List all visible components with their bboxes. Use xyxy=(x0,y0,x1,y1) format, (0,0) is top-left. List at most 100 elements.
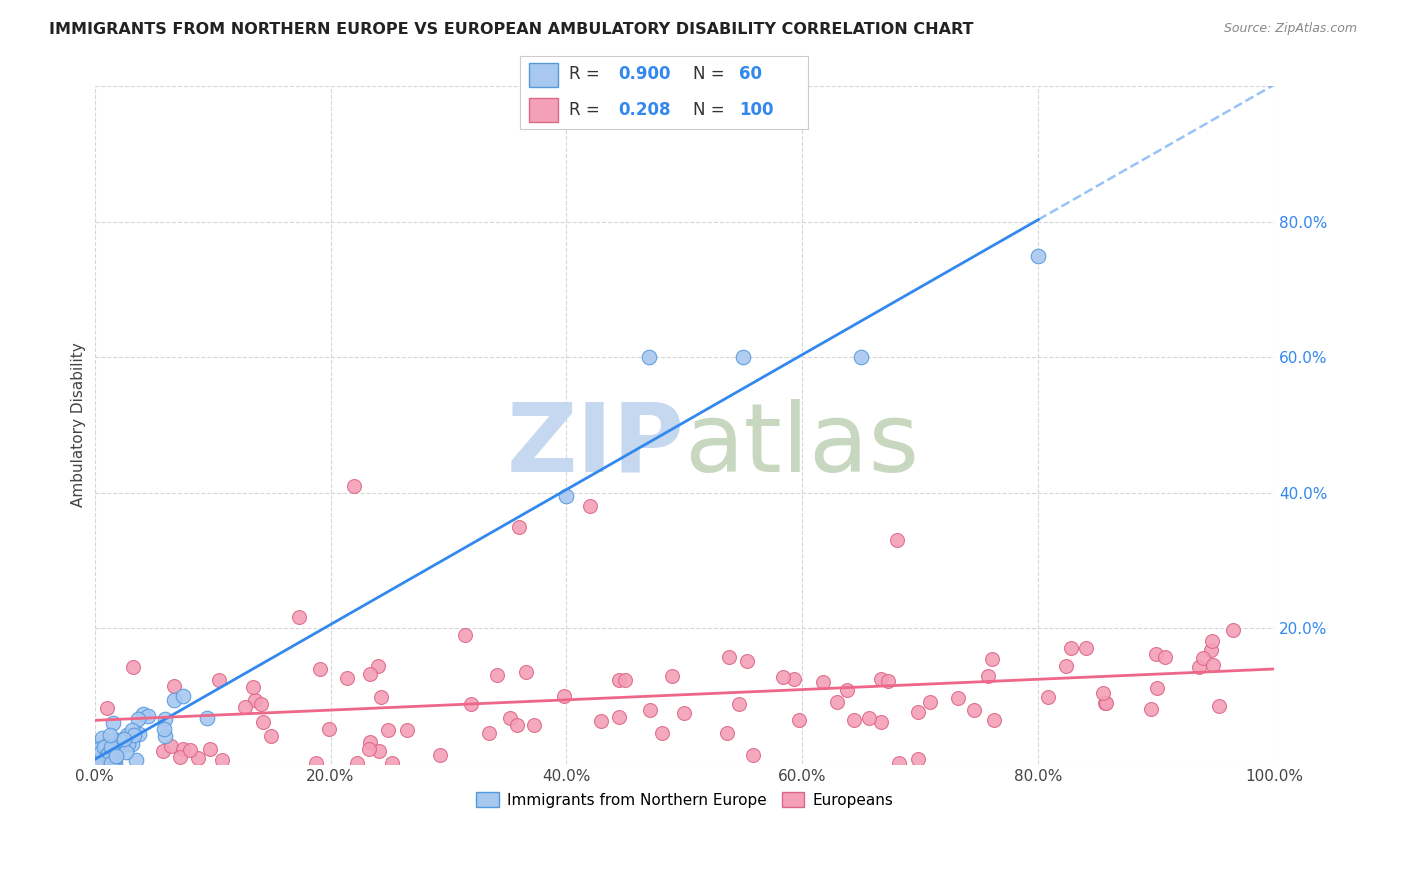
Point xyxy=(1154,650,1177,665)
Point xyxy=(153,723,176,737)
Point xyxy=(208,673,231,687)
Point xyxy=(672,706,695,720)
Point xyxy=(198,742,221,756)
Text: N =: N = xyxy=(693,101,730,119)
Point xyxy=(155,729,177,743)
Point xyxy=(124,728,146,742)
Point xyxy=(515,665,537,680)
Point xyxy=(100,746,122,760)
Point xyxy=(1144,647,1167,661)
Point xyxy=(851,351,873,365)
Text: ZIP: ZIP xyxy=(506,399,685,491)
Point xyxy=(735,654,758,668)
Point xyxy=(607,710,630,724)
Point xyxy=(250,697,273,711)
Point xyxy=(97,750,120,764)
Point xyxy=(93,740,115,755)
Point xyxy=(506,717,529,731)
Point xyxy=(84,756,107,771)
Point xyxy=(842,713,865,727)
Text: 0.900: 0.900 xyxy=(619,65,671,84)
Point xyxy=(486,668,509,682)
Point xyxy=(1095,696,1118,710)
Point xyxy=(121,737,143,751)
Point xyxy=(1188,660,1211,674)
Point xyxy=(107,744,129,758)
Point xyxy=(918,695,941,709)
Point xyxy=(343,479,366,493)
Point xyxy=(96,701,118,715)
Point xyxy=(93,756,115,771)
Point xyxy=(508,519,530,533)
Point xyxy=(877,673,900,688)
Point xyxy=(1201,634,1223,648)
Text: N =: N = xyxy=(693,65,730,84)
Point xyxy=(429,748,451,763)
Point xyxy=(160,739,183,754)
Point xyxy=(907,752,929,766)
Text: R =: R = xyxy=(569,101,605,119)
Point xyxy=(1146,681,1168,696)
Point xyxy=(233,700,256,714)
Point xyxy=(103,750,125,764)
Point xyxy=(97,750,120,764)
Point xyxy=(91,731,114,745)
Point xyxy=(523,718,546,732)
Point xyxy=(395,723,418,737)
Point xyxy=(613,673,636,688)
Point xyxy=(478,726,501,740)
Point xyxy=(117,737,139,751)
Point xyxy=(163,679,186,693)
FancyBboxPatch shape xyxy=(529,98,558,122)
Text: R =: R = xyxy=(569,65,605,84)
Point xyxy=(318,723,340,737)
Point xyxy=(172,689,194,703)
Point xyxy=(907,705,929,719)
Point xyxy=(359,667,381,681)
Point xyxy=(638,702,661,716)
Point xyxy=(589,714,612,728)
Point xyxy=(460,697,482,711)
Point xyxy=(89,756,111,771)
Point xyxy=(136,709,159,723)
Point xyxy=(346,756,368,771)
Point xyxy=(963,703,986,717)
Point xyxy=(97,748,120,763)
Point xyxy=(1074,640,1097,655)
Point xyxy=(243,692,266,706)
Text: 0.208: 0.208 xyxy=(619,101,671,119)
Point xyxy=(115,745,138,759)
Point xyxy=(980,652,1002,666)
Point xyxy=(661,669,683,683)
Point xyxy=(733,351,755,365)
Point xyxy=(609,673,631,687)
Point xyxy=(155,712,177,726)
Point xyxy=(886,533,908,548)
Point xyxy=(870,715,893,730)
Point xyxy=(787,713,810,727)
Point xyxy=(825,695,848,709)
Point xyxy=(86,756,108,771)
Point xyxy=(242,680,264,694)
Point xyxy=(100,740,122,755)
Point xyxy=(103,754,125,768)
Point xyxy=(172,742,194,756)
Point xyxy=(858,711,880,725)
Point xyxy=(1208,699,1230,714)
Point xyxy=(336,671,359,685)
Point xyxy=(783,672,806,686)
Point xyxy=(835,682,858,697)
Point xyxy=(1036,690,1059,705)
Point xyxy=(381,756,404,771)
Point xyxy=(553,689,575,703)
Point xyxy=(1054,658,1077,673)
Point xyxy=(1060,640,1083,655)
Point xyxy=(287,609,309,624)
Point xyxy=(717,650,740,665)
Text: 60: 60 xyxy=(740,65,762,84)
Point xyxy=(162,693,184,707)
Point xyxy=(124,754,146,768)
Point xyxy=(108,733,131,747)
Point xyxy=(115,728,138,742)
Point xyxy=(121,660,143,674)
